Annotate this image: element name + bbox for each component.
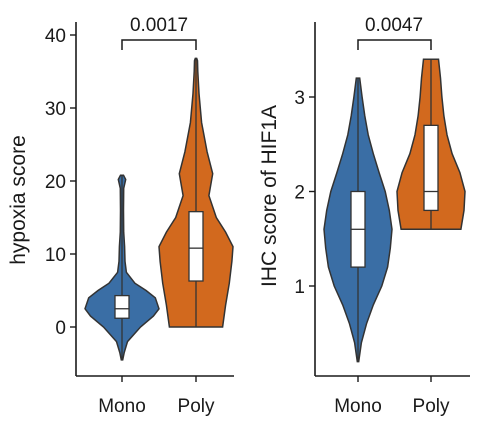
panel-hypoxia: hypoxia score 0.0017 0 10 20 30 40 Mono Poly xyxy=(7,15,234,417)
y-tick-label: 40 xyxy=(45,26,66,47)
significance-bracket xyxy=(121,39,197,50)
y-tick-label: 30 xyxy=(45,99,66,120)
y-axis-title: hypoxia score xyxy=(7,135,30,265)
x-tick-label: Mono xyxy=(98,396,146,417)
box-iqr xyxy=(423,124,439,212)
panel-hif1a: IHC score of HIF1A 0.0047 1 2 3 Mono Poly xyxy=(258,15,470,417)
y-axis-title: IHC score of HIF1A xyxy=(258,105,281,287)
x-tick-label: Poly xyxy=(178,396,215,417)
y-tick-label: 2 xyxy=(294,183,305,204)
x-tick-label: Poly xyxy=(413,396,450,417)
p-value-label: 0.0047 xyxy=(365,15,423,36)
y-tick-label: 3 xyxy=(294,88,305,109)
box-iqr xyxy=(114,294,130,319)
significance-bracket xyxy=(357,39,432,50)
p-value-label: 0.0017 xyxy=(130,15,188,36)
y-tick-label: 1 xyxy=(294,277,305,298)
y-tick-label: 10 xyxy=(45,245,66,266)
y-tick-label: 20 xyxy=(45,172,66,193)
x-tick-label: Mono xyxy=(334,396,382,417)
box-iqr xyxy=(188,211,204,282)
y-tick-label: 0 xyxy=(55,318,66,339)
